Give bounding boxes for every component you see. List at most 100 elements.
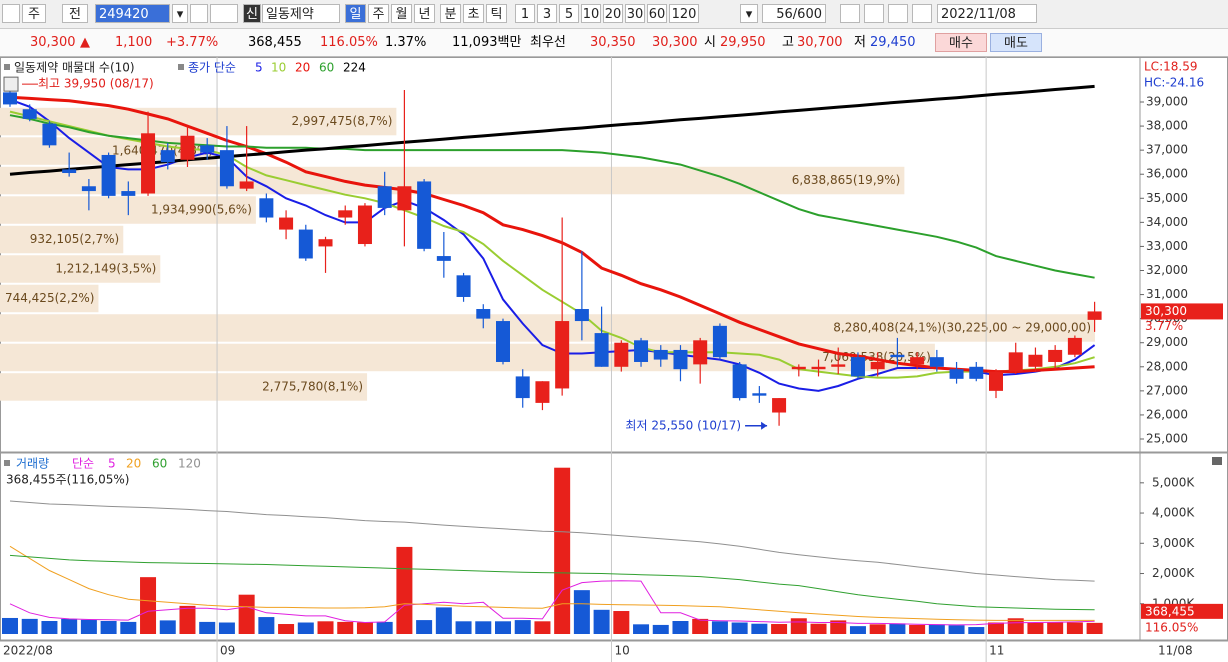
period-select[interactable]: 주 <box>22 4 46 23</box>
open: 29,950 <box>720 35 766 50</box>
interval-button[interactable]: 120 <box>669 4 699 23</box>
sell-button[interactable]: 매도 <box>990 33 1042 52</box>
period-button[interactable]: 틱 <box>486 4 507 23</box>
volume-bar <box>771 624 788 634</box>
candle-body <box>180 135 195 160</box>
candle-body <box>890 354 905 358</box>
volume-bar <box>41 620 58 634</box>
code-input[interactable]: 249420 <box>95 4 170 23</box>
volume-bar <box>495 621 511 634</box>
volume-bar <box>120 621 137 634</box>
volume-bar <box>1086 622 1103 634</box>
candle-body <box>712 325 727 358</box>
info-bar: 30,300 ▲ 1,100 +3.77% 368,455 116.05% 1.… <box>0 29 1228 57</box>
interval-button[interactable]: 60 <box>647 4 667 23</box>
volume-profile-label: 932,105(2,7%) <box>30 232 119 246</box>
tool-icon[interactable] <box>840 4 860 23</box>
volume-profile-band <box>0 343 935 372</box>
low-label: 저 <box>854 35 866 50</box>
prev-select[interactable]: 전 <box>62 4 88 23</box>
candle-body <box>811 366 826 370</box>
count-box[interactable]: 56/600 <box>762 4 826 23</box>
y-tick-label: 5,000K <box>1152 475 1195 489</box>
volume-bar <box>396 546 413 634</box>
last-price-label: 30,300 <box>1145 304 1187 318</box>
current-volume-label: 368,455 <box>1145 604 1195 618</box>
volume-profile-band <box>0 255 161 283</box>
annotation-arrowhead <box>761 421 768 430</box>
volume-bar <box>317 621 334 634</box>
volume-profile-label: 2,997,475(8,7%) <box>291 114 392 128</box>
legend-item: 20 <box>126 457 141 471</box>
volume-bar <box>869 624 886 634</box>
sound-icon[interactable] <box>210 4 238 23</box>
volume-bar <box>534 621 551 634</box>
volume-bar <box>889 623 906 634</box>
hc-label: HC:-24.16 <box>1144 76 1204 90</box>
buy-button[interactable]: 매수 <box>935 33 987 52</box>
legend-item: 5 <box>255 61 263 75</box>
rate: +3.77% <box>166 35 219 50</box>
candle-body <box>1008 352 1023 372</box>
volume-bar <box>356 622 373 634</box>
tool-icon[interactable] <box>864 4 884 23</box>
search-icon[interactable] <box>190 4 208 23</box>
volume-ma-line <box>9 580 1095 626</box>
candle-body <box>476 309 491 319</box>
save-icon[interactable] <box>888 4 908 23</box>
x-end-label: 11/08 <box>1158 644 1193 658</box>
legend-item: 120 <box>178 457 201 471</box>
period-button[interactable]: 월 <box>391 4 412 23</box>
y-tick-label: 2,000K <box>1152 566 1195 580</box>
interval-button[interactable]: 30 <box>625 4 645 23</box>
period-button[interactable]: 일 <box>345 4 366 23</box>
legend-method: 종가 단순 <box>188 61 236 75</box>
interval-button[interactable]: 1 <box>515 4 535 23</box>
period-button[interactable]: 초 <box>463 4 484 23</box>
volume-bar <box>376 621 393 634</box>
interval-button[interactable]: 10 <box>581 4 601 23</box>
menu-icon[interactable] <box>2 4 20 23</box>
interval-button[interactable]: 5 <box>559 4 579 23</box>
volume-bar <box>416 620 433 634</box>
y-tick-label: 34,000 <box>1146 215 1188 229</box>
candle-body <box>989 371 1003 391</box>
candle-body <box>239 181 254 189</box>
low: 29,450 <box>870 35 916 50</box>
period-button[interactable]: 분 <box>440 4 461 23</box>
current-ratio-label: 116.05% <box>1145 620 1198 634</box>
interval-button[interactable]: 3 <box>537 4 557 23</box>
interval-button[interactable]: 20 <box>603 4 623 23</box>
y-tick-label: 33,000 <box>1146 239 1188 253</box>
candle-body <box>397 186 412 211</box>
volume-bar <box>218 622 235 634</box>
period-button[interactable]: 년 <box>414 4 435 23</box>
change: 1,100 <box>115 35 153 50</box>
legend-item: 60 <box>152 457 167 471</box>
volume-bar <box>633 624 650 634</box>
candle-body <box>850 357 865 377</box>
volume-bar <box>711 621 728 634</box>
vol-ratio: 116.05% <box>320 35 378 50</box>
volume-profile-label: 8,280,408(24,1%)(30,225,00 ~ 29,000,00) <box>833 320 1091 334</box>
candle-body <box>515 376 530 399</box>
candle-body <box>634 340 649 362</box>
dropdown[interactable]: ▾ <box>740 4 758 23</box>
bid: 30,300 <box>652 35 698 50</box>
last-price-box <box>1141 303 1223 320</box>
volume-bar <box>238 594 255 634</box>
dropdown[interactable]: ▾ <box>172 4 188 23</box>
volume-bar <box>475 621 492 634</box>
current-volume-box <box>1141 603 1223 619</box>
period-button[interactable]: 주 <box>368 4 389 23</box>
date-input[interactable]: 2022/11/08 <box>937 4 1037 23</box>
candle-body <box>752 393 767 396</box>
volume-bar <box>988 622 1004 634</box>
settings-icon[interactable] <box>912 4 932 23</box>
volume-bar <box>278 624 295 634</box>
volume-bar <box>909 624 926 634</box>
legend-title: 일동제약 매물대 수(10) <box>14 60 135 75</box>
turnover: 1.37% <box>385 35 427 50</box>
candle-body <box>318 239 333 247</box>
y-tick-label: 36,000 <box>1146 167 1188 181</box>
